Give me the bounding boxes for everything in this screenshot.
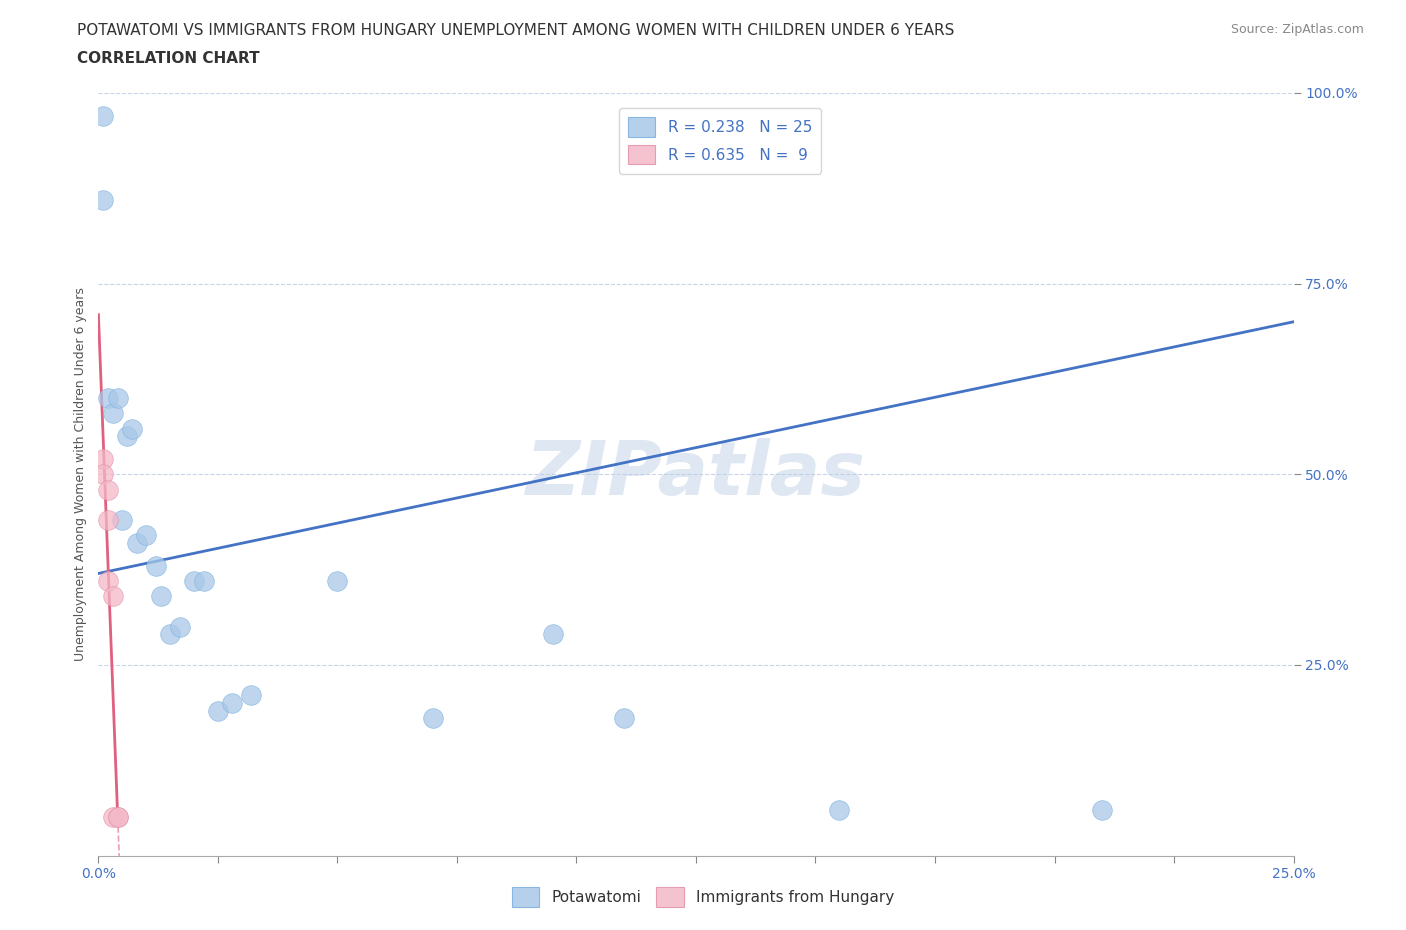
Point	[97, 482, 120, 497]
Point	[91, 452, 114, 467]
Point	[97, 512, 120, 527]
Point	[145, 558, 167, 573]
Point	[613, 711, 636, 725]
Point	[541, 627, 564, 642]
Point	[101, 589, 124, 604]
Point	[422, 711, 444, 725]
Text: Source: ZipAtlas.com: Source: ZipAtlas.com	[1230, 23, 1364, 36]
Point	[91, 467, 114, 482]
Point	[828, 803, 851, 817]
Point	[101, 405, 124, 420]
Legend: Potawatomi, Immigrants from Hungary: Potawatomi, Immigrants from Hungary	[506, 882, 900, 913]
Point	[183, 574, 205, 589]
Point	[107, 391, 129, 405]
Point	[135, 528, 157, 543]
Point	[221, 696, 243, 711]
Point	[125, 536, 148, 551]
Y-axis label: Unemployment Among Women with Children Under 6 years: Unemployment Among Women with Children U…	[75, 287, 87, 661]
Point	[91, 109, 114, 124]
Text: POTAWATOMI VS IMMIGRANTS FROM HUNGARY UNEMPLOYMENT AMONG WOMEN WITH CHILDREN UND: POTAWATOMI VS IMMIGRANTS FROM HUNGARY UN…	[77, 23, 955, 38]
Point	[326, 574, 349, 589]
Text: CORRELATION CHART: CORRELATION CHART	[77, 51, 260, 66]
Text: ZIPatlas: ZIPatlas	[526, 438, 866, 511]
Point	[115, 429, 138, 444]
Point	[207, 703, 229, 718]
Point	[159, 627, 181, 642]
Point	[1091, 803, 1114, 817]
Point	[97, 574, 120, 589]
Point	[149, 589, 172, 604]
Point	[107, 810, 129, 825]
Point	[111, 512, 134, 527]
Point	[101, 810, 124, 825]
Legend: R = 0.238   N = 25, R = 0.635   N =  9: R = 0.238 N = 25, R = 0.635 N = 9	[619, 108, 821, 174]
Point	[97, 391, 120, 405]
Point	[169, 619, 191, 634]
Point	[193, 574, 215, 589]
Point	[91, 193, 114, 207]
Point	[240, 688, 263, 703]
Point	[107, 810, 129, 825]
Point	[121, 421, 143, 436]
